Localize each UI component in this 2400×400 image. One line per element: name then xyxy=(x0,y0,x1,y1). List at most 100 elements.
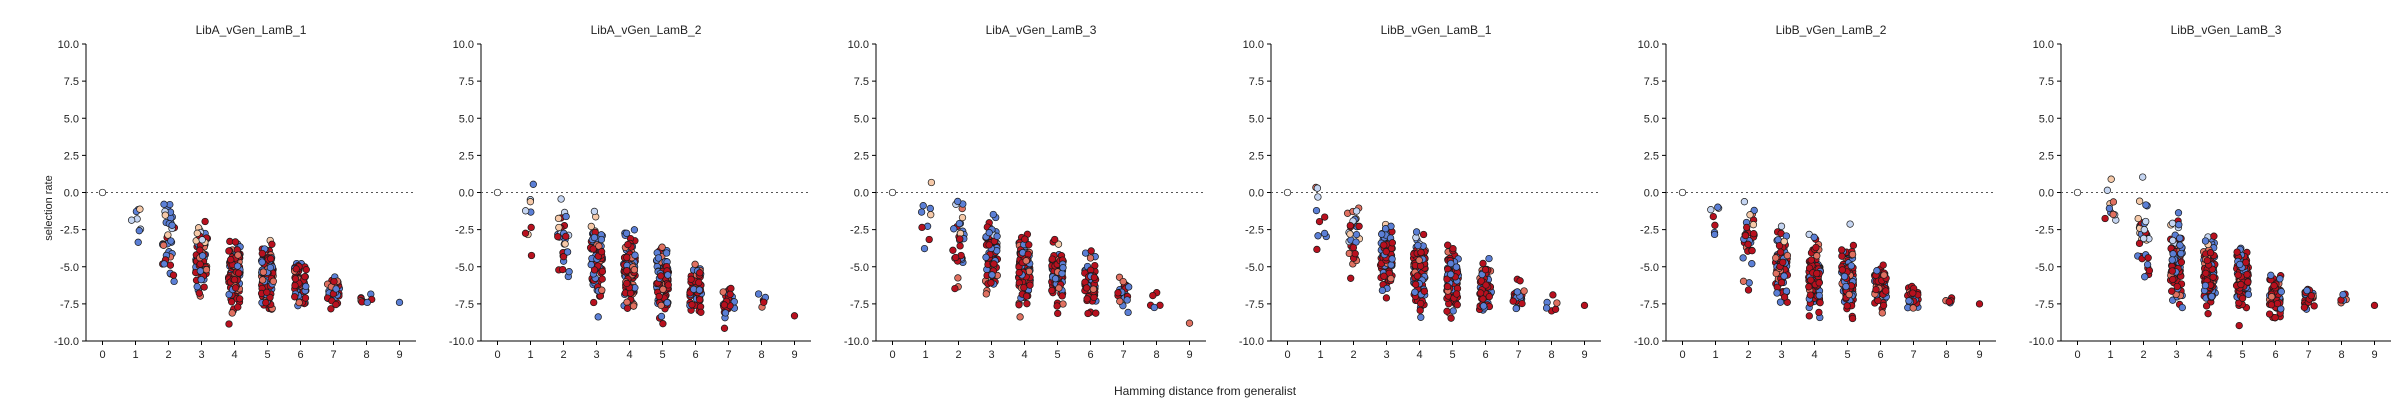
x-tick-label: 1 xyxy=(1712,349,1718,361)
data-point xyxy=(590,266,599,274)
data-point xyxy=(2177,249,2185,258)
data-point xyxy=(662,249,671,257)
data-point xyxy=(200,283,208,291)
data-points xyxy=(2073,173,2379,330)
data-point xyxy=(2107,175,2115,183)
data-point xyxy=(926,204,934,213)
data-point xyxy=(623,304,632,312)
data-point xyxy=(2268,293,2276,301)
data-point xyxy=(657,272,665,280)
x-tick-label: 5 xyxy=(1844,349,1850,361)
data-point xyxy=(925,235,933,244)
data-point xyxy=(2233,248,2241,256)
data-point xyxy=(990,260,998,268)
data-point xyxy=(291,293,299,301)
data-point xyxy=(1775,242,1784,250)
data-point xyxy=(1346,221,1354,230)
x-tick-label: 7 xyxy=(1515,349,1521,361)
data-point xyxy=(1479,295,1487,303)
data-point xyxy=(1420,287,1429,295)
data-point xyxy=(696,295,704,304)
data-point xyxy=(2243,270,2251,279)
data-point xyxy=(696,269,704,277)
data-point xyxy=(2303,286,2311,295)
data-point xyxy=(1086,254,1095,262)
x-tick-label: 5 xyxy=(1449,349,1455,361)
data-point xyxy=(526,198,535,206)
data-point xyxy=(227,298,236,306)
data-point xyxy=(2135,197,2144,205)
data-point xyxy=(2208,292,2216,301)
data-point xyxy=(2143,260,2152,269)
y-tick-label: 0.0 xyxy=(854,188,869,200)
y-tick-label: -10.0 xyxy=(2029,336,2054,348)
data-point xyxy=(985,241,993,249)
data-point xyxy=(554,233,562,241)
data-point xyxy=(1815,279,1823,287)
data-point xyxy=(2265,310,2274,318)
data-point xyxy=(927,178,936,187)
data-point xyxy=(623,267,631,275)
x-tick-label: 5 xyxy=(2239,349,2245,361)
data-point xyxy=(2277,288,2285,296)
data-point xyxy=(1048,255,1056,263)
data-point xyxy=(2300,303,2309,312)
data-point xyxy=(1905,297,1913,305)
data-point xyxy=(1551,305,1560,313)
x-tick-label: 3 xyxy=(2173,349,2179,361)
data-point xyxy=(2202,269,2210,277)
y-tick-label: -5.0 xyxy=(1245,262,1264,274)
data-point xyxy=(1387,274,1395,283)
data-point xyxy=(760,298,768,306)
data-point xyxy=(193,283,201,291)
data-point xyxy=(1444,241,1452,249)
data-point xyxy=(1314,232,1322,240)
data-point xyxy=(363,298,371,307)
data-point xyxy=(720,301,729,309)
data-point xyxy=(654,254,663,262)
data-point xyxy=(2177,258,2186,266)
x-tick-label: 2 xyxy=(955,349,961,361)
data-point xyxy=(561,240,569,248)
x-tick-label: 6 xyxy=(692,349,698,361)
data-point xyxy=(559,253,568,261)
data-point xyxy=(589,245,597,253)
x-tick-label: 7 xyxy=(330,349,336,361)
y-tick-label: 5.0 xyxy=(459,113,474,125)
data-point xyxy=(395,298,404,307)
x-tick-label: 8 xyxy=(1548,349,1554,361)
data-point xyxy=(563,248,572,256)
data-point xyxy=(1838,266,1846,274)
data-point xyxy=(1382,248,1390,256)
data-point xyxy=(657,301,665,310)
y-tick-label: -7.5 xyxy=(60,299,79,311)
data-points xyxy=(493,180,799,332)
data-point xyxy=(1380,272,1388,280)
data-point xyxy=(1741,231,1750,240)
data-point xyxy=(2210,232,2218,240)
data-point xyxy=(1847,262,1855,270)
data-point xyxy=(1750,230,1758,238)
data-point xyxy=(1124,308,1132,317)
y-tick-label: 7.5 xyxy=(459,76,474,88)
y-tick-label: -7.5 xyxy=(2035,299,2054,311)
data-point xyxy=(301,273,309,281)
data-point xyxy=(623,298,631,306)
data-point xyxy=(1714,203,1722,211)
data-point xyxy=(493,188,502,197)
y-tick-label: -7.5 xyxy=(1640,299,1659,311)
data-point xyxy=(258,276,267,284)
data-point xyxy=(1378,230,1386,238)
data-point xyxy=(1746,211,1754,219)
x-tick-label: 4 xyxy=(1416,349,1422,361)
data-point xyxy=(1150,303,1158,312)
y-tick-label: 2.5 xyxy=(64,150,79,162)
x-tick-label: 3 xyxy=(988,349,994,361)
data-point xyxy=(554,214,563,223)
data-point xyxy=(1116,297,1124,305)
data-point xyxy=(160,260,168,268)
data-point xyxy=(1352,230,1361,239)
data-point xyxy=(1449,307,1457,315)
data-point xyxy=(167,237,175,245)
data-point xyxy=(1025,267,1033,276)
